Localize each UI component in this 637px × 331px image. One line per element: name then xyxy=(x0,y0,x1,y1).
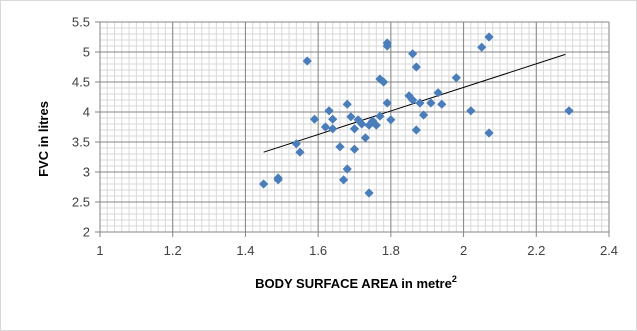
x-tick-label: 1.8 xyxy=(382,243,400,258)
x-tick-label: 2.4 xyxy=(600,243,618,258)
data-point xyxy=(349,124,360,134)
y-tick-label: 5.5 xyxy=(72,15,90,30)
data-point xyxy=(451,73,461,83)
y-tick-label: 5 xyxy=(83,45,90,60)
data-point xyxy=(564,106,574,116)
data-point xyxy=(371,120,381,130)
x-tick-label: 2.2 xyxy=(527,243,545,258)
y-tick-label: 4.5 xyxy=(72,75,90,90)
y-tick-label: 2.5 xyxy=(72,195,90,210)
data-point xyxy=(357,119,367,129)
y-axis-title: FVC in litres xyxy=(36,101,51,177)
data-point xyxy=(382,98,392,108)
data-point xyxy=(353,115,363,125)
x-tick-label: 1.4 xyxy=(236,243,254,258)
data-point xyxy=(415,98,425,108)
y-tick-label: 3 xyxy=(83,165,90,180)
x-tick-label: 1.6 xyxy=(309,243,327,258)
tick-labels: 1 1.2 1.4 1.6 1.8 2 2.2 2.4 2 2.5 3 3.5 4 4.5 5 5.5 xyxy=(72,15,618,259)
data-point xyxy=(302,56,312,66)
x-tick-label: 1.2 xyxy=(164,243,182,258)
data-point xyxy=(386,115,396,125)
y-tick-label: 2 xyxy=(83,225,90,240)
data-point xyxy=(364,120,374,130)
data-point xyxy=(375,111,385,121)
data-point xyxy=(273,173,283,183)
y-tick-label: 3.5 xyxy=(72,135,90,150)
data-point xyxy=(437,99,447,109)
data-points xyxy=(259,32,574,198)
data-point xyxy=(411,125,421,135)
data-point xyxy=(295,147,305,157)
data-point xyxy=(408,49,418,59)
data-point xyxy=(408,95,418,105)
data-point xyxy=(426,98,436,108)
data-point xyxy=(364,188,374,198)
data-point xyxy=(328,124,338,134)
data-point xyxy=(484,32,494,42)
trendline-group xyxy=(263,53,566,153)
axes xyxy=(95,21,610,237)
data-point xyxy=(349,144,360,154)
data-point xyxy=(328,114,338,124)
data-point xyxy=(382,41,392,51)
data-point xyxy=(375,74,385,84)
trendline xyxy=(263,53,566,153)
x-axis-title-superscript: 2 xyxy=(452,274,457,284)
x-axis-title-text: BODY SURFACE AREA in metre xyxy=(255,276,452,291)
data-point xyxy=(320,122,331,132)
gridlines xyxy=(99,21,610,233)
data-point xyxy=(360,133,371,143)
data-point xyxy=(378,77,389,87)
data-point xyxy=(342,164,352,174)
data-point xyxy=(433,88,443,98)
data-point xyxy=(418,110,429,120)
x-tick-label: 1 xyxy=(96,243,103,258)
data-point xyxy=(338,175,349,185)
data-point xyxy=(484,128,494,138)
data-point xyxy=(346,112,356,122)
x-axis-title: BODY SURFACE AREA in metre2 xyxy=(255,274,457,291)
x-tick-label: 2 xyxy=(460,243,467,258)
y-tick-label: 4 xyxy=(83,105,90,120)
data-point xyxy=(324,106,334,116)
data-point xyxy=(466,106,476,116)
data-point xyxy=(477,42,487,52)
data-point xyxy=(335,142,345,152)
data-point xyxy=(342,99,352,109)
data-point xyxy=(368,116,378,126)
data-point xyxy=(291,139,301,149)
data-point xyxy=(309,114,320,124)
data-point xyxy=(259,179,269,189)
